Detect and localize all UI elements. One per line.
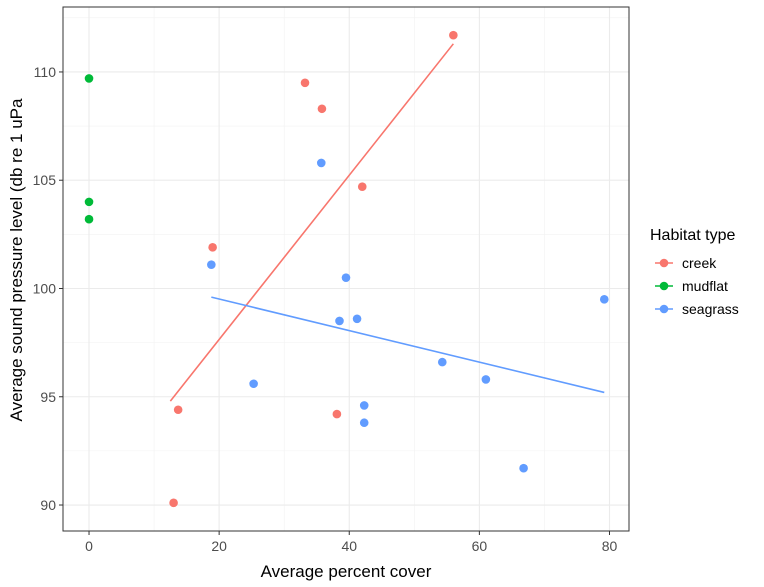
x-tick-label: 80 <box>602 538 618 554</box>
data-point-creek <box>173 405 183 415</box>
panel-background <box>63 7 629 531</box>
data-point-seagrass <box>249 379 258 389</box>
data-point-seagrass <box>599 295 609 304</box>
data-point-seagrass <box>316 158 326 168</box>
legend-key-point-seagrass <box>659 304 669 314</box>
data-point-seagrass <box>359 401 369 410</box>
trend-lines <box>169 43 605 402</box>
data-point-creek <box>332 409 342 419</box>
data-point-seagrass <box>335 316 344 326</box>
y-axis: 90 95 100 105 110 <box>33 64 63 513</box>
data-point-creek <box>208 243 217 252</box>
legend-label-mudflat: mudflat <box>682 278 728 294</box>
legend-label-seagrass: seagrass <box>682 301 739 317</box>
y-tick-label: 105 <box>33 172 57 188</box>
x-axis-title: Average percent cover <box>261 562 432 581</box>
data-point-seagrass <box>359 418 369 428</box>
y-tick-label: 110 <box>34 64 57 80</box>
panel-border <box>62 6 630 532</box>
data-point-mudflat <box>84 214 94 224</box>
legend-title: Habitat type <box>650 227 735 244</box>
data-point-seagrass <box>437 357 447 367</box>
legend: Habitat type creek mudflat seagrass <box>650 227 739 317</box>
data-point-creek <box>169 498 178 508</box>
data-point-seagrass <box>207 260 216 269</box>
x-tick-label: 20 <box>211 538 227 554</box>
data-point-creek <box>317 104 327 114</box>
trend-line-seagrass <box>211 296 605 394</box>
legend-label-creek: creek <box>682 255 717 271</box>
plot-panel <box>62 6 630 532</box>
data-point-mudflat <box>84 74 94 83</box>
data-point-creek <box>449 30 458 40</box>
data-point-creek <box>300 78 310 88</box>
data-point-seagrass <box>519 463 528 473</box>
x-tick-label: 0 <box>85 538 93 554</box>
x-tick-label: 40 <box>341 538 357 554</box>
data-point-creek <box>357 182 367 192</box>
data-point-mudflat <box>84 197 94 207</box>
y-tick-label: 95 <box>40 389 56 405</box>
legend-key-point-creek <box>659 258 669 268</box>
legend-key-point-mudflat <box>659 281 669 291</box>
data-point-seagrass <box>481 375 491 384</box>
y-axis-title: Average sound pressure level (db re 1 uP… <box>7 98 26 421</box>
y-tick-label: 90 <box>40 497 56 513</box>
data-point-seagrass <box>352 314 362 324</box>
data-points <box>84 30 609 508</box>
x-tick-label: 60 <box>472 538 488 554</box>
data-point-seagrass <box>341 273 351 282</box>
x-axis: 0 20 40 60 80 <box>85 531 617 554</box>
trend-line-creek <box>169 43 454 402</box>
y-tick-label: 100 <box>33 280 57 296</box>
